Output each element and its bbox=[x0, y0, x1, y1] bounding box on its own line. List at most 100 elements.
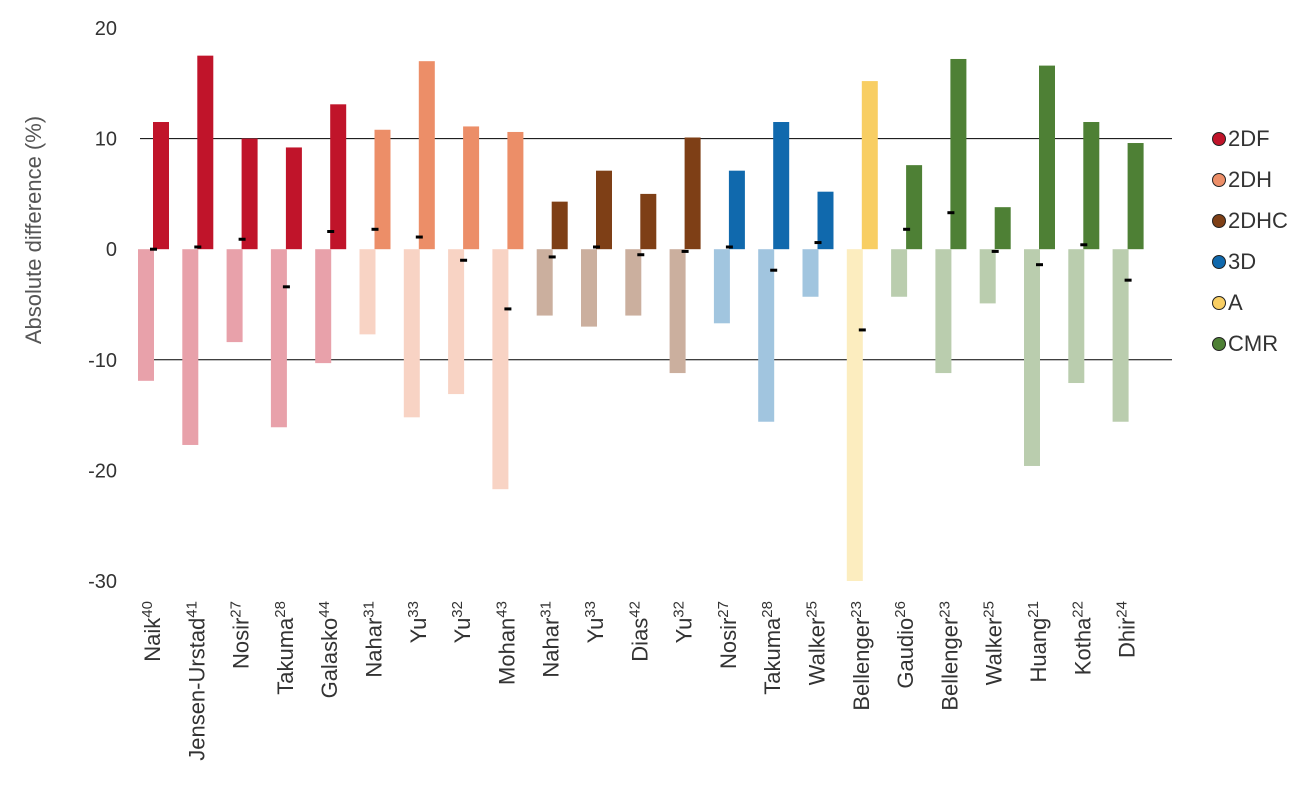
mean-marker bbox=[282, 285, 290, 289]
bar-upper bbox=[861, 81, 878, 250]
bar-upper bbox=[906, 165, 923, 250]
x-tick-label: Nosir27 bbox=[715, 601, 741, 669]
bar-lower bbox=[979, 249, 996, 304]
bar-upper bbox=[153, 122, 169, 250]
x-tick-label: Nosir27 bbox=[228, 601, 254, 669]
mean-marker bbox=[194, 245, 202, 249]
legend-item: A bbox=[1212, 282, 1288, 323]
legend-item: CMR bbox=[1212, 323, 1288, 364]
bar-lower bbox=[713, 249, 730, 324]
bar-upper bbox=[684, 137, 701, 250]
bar-lower bbox=[846, 249, 863, 581]
bar-lower bbox=[1112, 249, 1129, 422]
x-tick-label: Nahar31 bbox=[538, 601, 564, 678]
legend-label: A bbox=[1228, 289, 1243, 315]
mean-marker bbox=[725, 245, 733, 249]
bar-upper bbox=[1039, 65, 1055, 250]
mean-marker bbox=[681, 249, 689, 253]
bar-upper bbox=[1127, 143, 1144, 250]
x-tick-label: Naik40 bbox=[139, 601, 165, 662]
x-tick-label: Dhir24 bbox=[1114, 601, 1140, 658]
bar-lower bbox=[669, 249, 686, 374]
bar-lower bbox=[625, 249, 642, 316]
bar-upper bbox=[994, 207, 1011, 250]
legend-item: 2DHC bbox=[1212, 200, 1288, 241]
legend-label: 3D bbox=[1228, 248, 1257, 274]
bar-upper bbox=[418, 61, 435, 250]
x-tick-label: Jensen-Urstad41 bbox=[183, 601, 209, 761]
y-tick-label: 0 bbox=[106, 239, 117, 261]
x-tick-label: Kotha22 bbox=[1069, 601, 1095, 675]
mean-marker bbox=[1036, 263, 1043, 267]
bar-upper bbox=[197, 55, 214, 250]
legend-label: CMR bbox=[1228, 330, 1279, 356]
bar-lower bbox=[1024, 249, 1040, 466]
mean-marker bbox=[858, 328, 866, 332]
mean-marker bbox=[1080, 243, 1088, 247]
legend-label: 2DF bbox=[1228, 125, 1270, 151]
bar-lower bbox=[1068, 249, 1085, 384]
bar-upper bbox=[463, 126, 480, 250]
y-tick-label: 20 bbox=[95, 18, 117, 40]
bar-lower bbox=[891, 249, 908, 297]
x-tick-label: Nahar31 bbox=[361, 601, 387, 678]
bar-upper bbox=[507, 131, 524, 250]
bar-lower bbox=[403, 249, 420, 418]
mean-marker bbox=[903, 227, 911, 231]
x-tick-label: Mohan43 bbox=[493, 601, 519, 685]
x-tick-label: Galasko44 bbox=[316, 601, 342, 698]
bar-lower bbox=[536, 249, 553, 316]
mean-marker bbox=[991, 249, 999, 253]
mean-marker bbox=[327, 230, 335, 234]
mean-marker bbox=[548, 255, 556, 259]
x-tick-label: Yu33 bbox=[405, 601, 431, 643]
bar-lower bbox=[758, 249, 775, 422]
bar-upper bbox=[551, 201, 568, 250]
mean-marker bbox=[371, 227, 379, 231]
mean-marker bbox=[637, 253, 645, 257]
legend-swatch bbox=[1212, 295, 1226, 310]
x-tick-label: Walker25 bbox=[804, 601, 830, 685]
mean-marker bbox=[593, 245, 600, 249]
legend: 2DF 2DH 2DHC 3D A CMR bbox=[1212, 118, 1288, 364]
legend-swatch bbox=[1212, 254, 1226, 269]
legend-swatch bbox=[1212, 172, 1226, 187]
x-tick-label: Yu32 bbox=[671, 601, 697, 643]
mean-marker bbox=[947, 211, 955, 215]
mean-marker bbox=[150, 247, 157, 251]
bar-lower bbox=[226, 249, 243, 343]
bar-lower bbox=[359, 249, 376, 335]
legend-label: 2DH bbox=[1228, 166, 1273, 192]
bar-upper bbox=[817, 191, 834, 250]
mean-marker bbox=[1124, 278, 1132, 282]
bar-upper bbox=[640, 193, 657, 250]
y-tick-label: -20 bbox=[88, 460, 117, 482]
x-tick-label: Takuma28 bbox=[272, 601, 298, 695]
x-tick-label: Walker25 bbox=[981, 601, 1007, 685]
x-tick-label: Bellenger23 bbox=[848, 601, 874, 711]
y-tick-label: 10 bbox=[95, 129, 117, 151]
legend-item: 3D bbox=[1212, 241, 1288, 282]
legend-item: 2DH bbox=[1212, 159, 1288, 200]
legend-label: 2DHC bbox=[1228, 207, 1288, 233]
bar-lower bbox=[492, 249, 509, 490]
bar-lower bbox=[935, 249, 952, 374]
mean-marker bbox=[814, 241, 822, 245]
bar-upper bbox=[241, 138, 258, 250]
bar-upper bbox=[596, 170, 612, 250]
mean-marker bbox=[504, 307, 512, 311]
x-tick-label: Yu33 bbox=[582, 601, 608, 643]
mean-marker bbox=[770, 268, 778, 272]
y-tick-label: -30 bbox=[88, 571, 117, 593]
legend-swatch bbox=[1212, 336, 1226, 351]
mean-marker bbox=[415, 235, 423, 239]
bar-upper bbox=[285, 147, 302, 250]
bar-upper bbox=[374, 129, 391, 250]
y-tick-label: -10 bbox=[88, 350, 117, 372]
bar-upper bbox=[728, 170, 745, 250]
bar-lower bbox=[270, 249, 287, 428]
x-tick-label: Bellenger23 bbox=[936, 601, 962, 711]
y-axis-label: Absolute difference (%) bbox=[21, 115, 46, 345]
bar-lower bbox=[138, 249, 154, 381]
